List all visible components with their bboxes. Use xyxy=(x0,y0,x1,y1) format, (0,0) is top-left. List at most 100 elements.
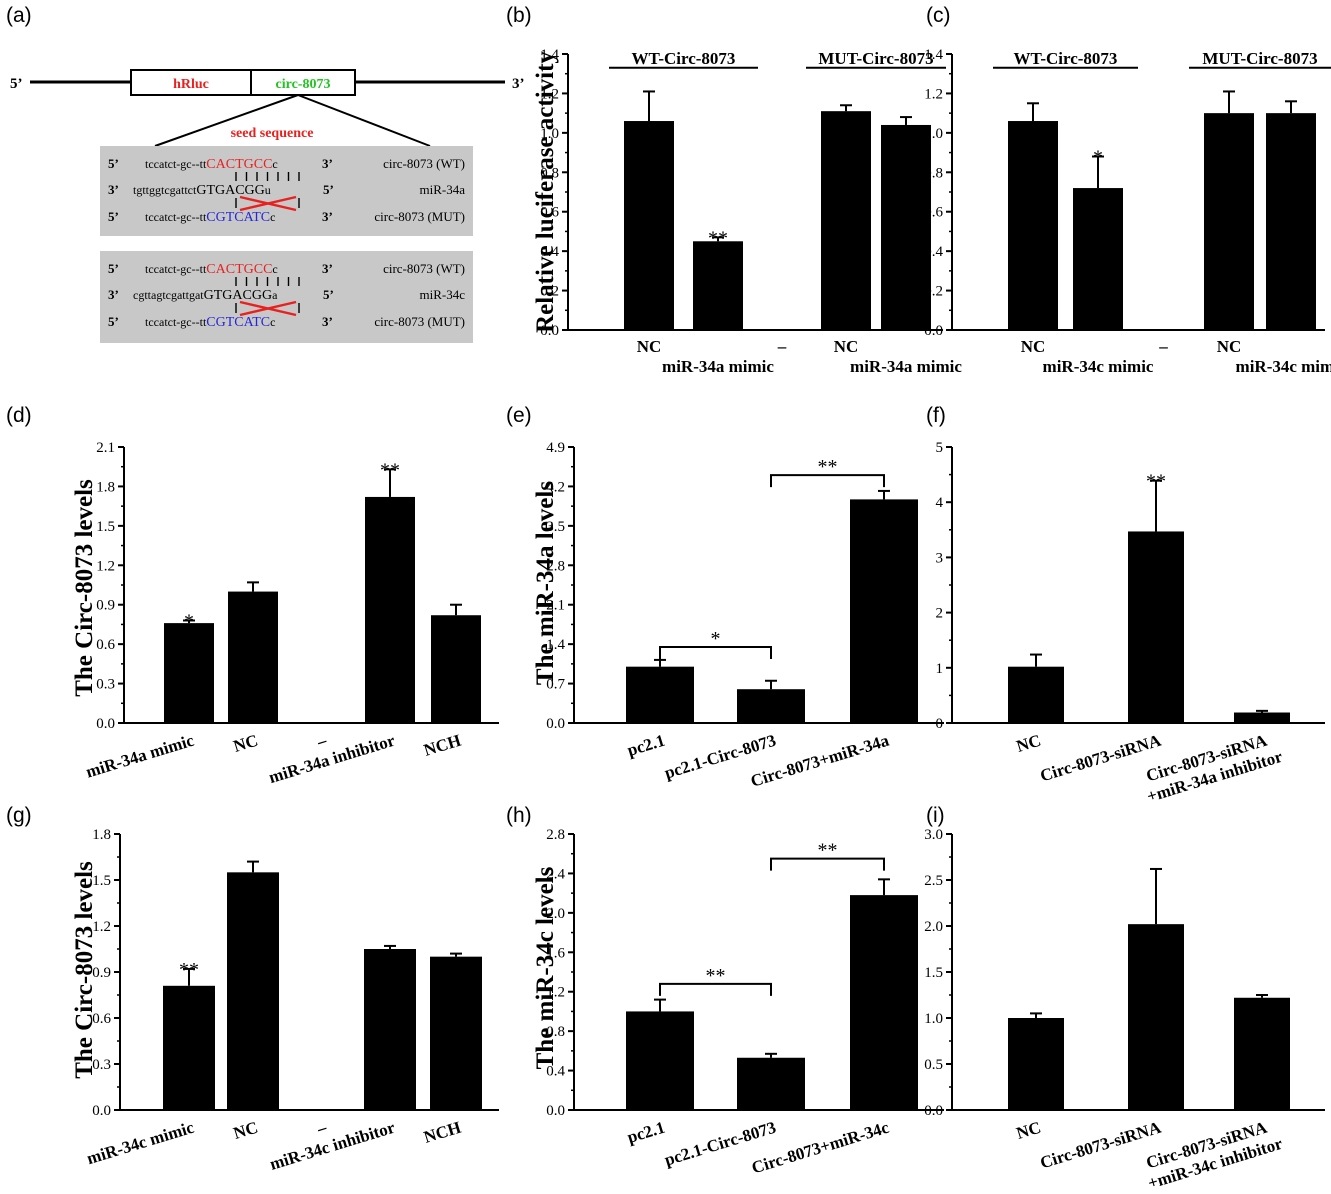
y-tick-label: 2 xyxy=(936,606,944,622)
seed-sequence-label: seed sequence xyxy=(231,126,314,141)
bar xyxy=(1128,531,1184,723)
y-tick-label: 0.9 xyxy=(96,598,115,614)
three-prime-label: 3’ xyxy=(512,76,525,92)
box2-row-0-seq: tccatct-gc--ttCACTGCCc xyxy=(145,262,278,277)
box1-row-0-left: 5’ xyxy=(108,156,119,171)
bar xyxy=(1234,997,1290,1110)
x-tick-label: NC xyxy=(1014,731,1043,756)
y-tick-label: 1 xyxy=(936,661,944,677)
zoom-line-right xyxy=(297,94,431,147)
box2-row-1-right: 5’ xyxy=(323,287,334,302)
y-tick-label: 0.8 xyxy=(546,1024,565,1040)
bracket-label: * xyxy=(711,628,721,650)
y-tick-label: 1.2 xyxy=(924,86,943,102)
x-tick-label: Circ-8073-siRNA xyxy=(1038,1117,1164,1172)
y-tick-label: 4 xyxy=(936,495,944,511)
x-tick-label: miR-34c mimic xyxy=(85,1118,197,1169)
x-tick-label: – xyxy=(314,1118,329,1139)
significance-bracket xyxy=(770,474,885,488)
significance-bracket xyxy=(770,857,885,871)
y-tick-label: 1.2 xyxy=(96,558,115,574)
y-tick-label: 2.0 xyxy=(924,919,943,935)
panel-label-i: (i) xyxy=(926,804,945,827)
y-tick-label: 1.2 xyxy=(92,919,111,935)
y-tick-label: 0.0 xyxy=(540,323,559,339)
box2-row-1-left: 3’ xyxy=(108,287,119,302)
group-label: WT-Circ-8073 xyxy=(1014,49,1118,68)
bar xyxy=(1266,113,1316,331)
y-tick-label: 0.8 xyxy=(540,165,559,181)
y-tick-label: 0.2 xyxy=(924,284,943,300)
y-tick-label: 0.6 xyxy=(96,637,115,653)
box1-mismatch-cross xyxy=(239,195,297,212)
panel-label-c: (c) xyxy=(926,4,951,27)
y-tick-label: 0.6 xyxy=(92,1011,111,1027)
y-tick-label: 0.0 xyxy=(546,1103,565,1119)
group-label: MUT-Circ-8073 xyxy=(1202,49,1317,68)
y-tick-label: 2.5 xyxy=(924,873,943,889)
significance-marker: ** xyxy=(1146,471,1166,493)
y-tick-label: 0.0 xyxy=(546,716,565,732)
sequence-box-mir34a xyxy=(100,146,473,236)
bar xyxy=(881,124,931,330)
x-tick-label: miR-34a mimic xyxy=(850,357,962,376)
box2-mismatch-cross xyxy=(239,300,297,317)
y-tick-label: 1.2 xyxy=(540,86,559,102)
x-tick-label: NCH xyxy=(421,731,463,760)
bar xyxy=(364,949,416,1110)
x-tick-label: miR-34c mimic xyxy=(1043,357,1154,376)
box1-row-2-left: 5’ xyxy=(108,209,119,224)
chart-i: 0.0 0.5 1.0 1.5 2.0 2.5 3.0 NCCirc-8073-siRNACi… xyxy=(924,827,1325,1193)
box1-row-2-seq: tccatct-gc--ttCGTCATCc xyxy=(145,210,275,225)
box2-row-0-name: circ-8073 (WT) xyxy=(383,261,465,276)
y-tick-label: 2.4 xyxy=(546,866,565,882)
x-tick-label: NC xyxy=(1217,337,1242,356)
significance-marker: ** xyxy=(380,459,400,481)
bar xyxy=(850,499,918,723)
bar xyxy=(227,872,279,1110)
x-tick-label: NC xyxy=(834,337,859,356)
x-tick-label: NC xyxy=(231,1118,260,1143)
bar xyxy=(693,241,743,330)
x-tick-label: NCH xyxy=(421,1118,463,1147)
bracket-label: ** xyxy=(818,456,838,478)
y-axis-label: The Circ-8073 levels xyxy=(71,479,98,697)
bar xyxy=(1008,666,1064,723)
significance-bracket xyxy=(659,982,772,996)
y-tick-label: 0.4 xyxy=(546,1064,565,1080)
y-tick-label: 0.0 xyxy=(924,1103,943,1119)
x-tick-label: NC xyxy=(637,337,662,356)
x-tick-label: – xyxy=(314,731,329,752)
y-axis-label: The Circ-8073 levels xyxy=(71,861,98,1079)
y-tick-label: 3.5 xyxy=(546,519,565,535)
y-tick-label: 4.2 xyxy=(546,479,565,495)
panel-label-d: (d) xyxy=(6,404,32,427)
box1-row-1-right: 5’ xyxy=(323,182,334,197)
box2-row-0-left: 5’ xyxy=(108,261,119,276)
chart-g: 0.0 0.3 0.6 0.9 1.2 1.5 1.8 The Circ-8073 level… xyxy=(71,827,499,1174)
group-label: MUT-Circ-8073 xyxy=(818,49,933,68)
panel-label-f: (f) xyxy=(926,404,946,427)
hrluc-label: hRluc xyxy=(173,77,209,92)
y-tick-label: 1.8 xyxy=(96,479,115,495)
y-tick-label: 1.5 xyxy=(96,519,115,535)
five-prime-label: 5’ xyxy=(10,76,23,92)
panel-label-e: (e) xyxy=(506,404,532,427)
box2-row-0-right: 3’ xyxy=(322,261,333,276)
bar xyxy=(228,591,278,723)
box1-row-2-right: 3’ xyxy=(322,209,333,224)
bar xyxy=(737,689,805,723)
box2-row-2-seq: tccatct-gc--ttCGTCATCc xyxy=(145,315,275,330)
y-tick-label: 2.1 xyxy=(96,440,115,456)
y-tick-label: 3 xyxy=(936,550,944,566)
bar xyxy=(821,111,871,331)
box1-row-1-seq: tgttggtcgattctGTGACGGu xyxy=(133,183,271,198)
y-tick-label: 0.0 xyxy=(96,716,115,732)
box2-row-1-name: miR-34c xyxy=(420,287,466,302)
circ-label: circ-8073 xyxy=(276,77,331,92)
panel-label-g: (g) xyxy=(6,804,32,827)
y-tick-label: 0.4 xyxy=(540,244,559,260)
panel-label-h: (h) xyxy=(506,804,532,827)
